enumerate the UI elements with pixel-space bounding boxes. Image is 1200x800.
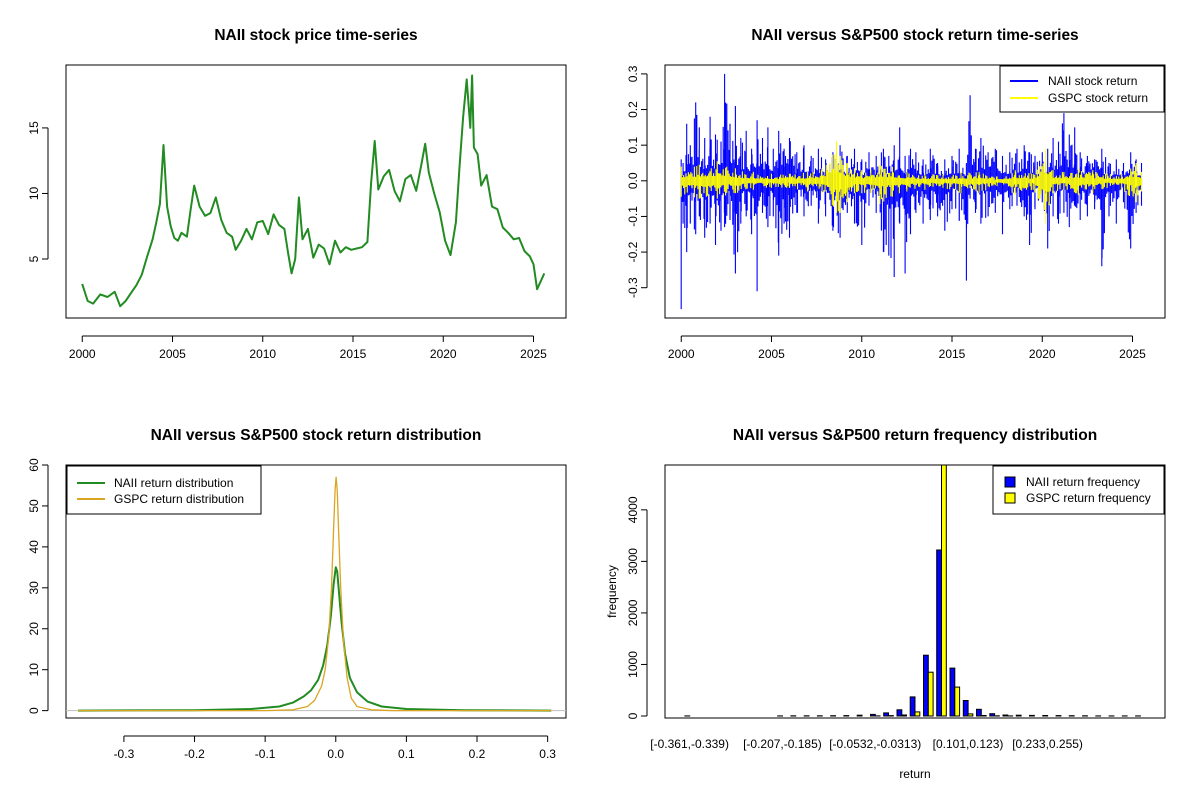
legend-box	[999, 65, 1165, 113]
price-line	[81, 74, 546, 308]
x-category-label: [-0.207,-0.185)	[743, 737, 822, 751]
chart-title: NAII stock price time-series	[214, 27, 417, 44]
x-tick-label: 2025	[520, 347, 547, 361]
naii-density-line	[77, 566, 552, 712]
y-tick-label: 50	[27, 499, 41, 513]
x-tick-label: 2010	[249, 347, 276, 361]
naii-bar	[1042, 715, 1049, 717]
y-tick-label: -0.2	[626, 241, 640, 262]
naii-bar	[962, 700, 969, 717]
gspc-bar	[901, 714, 908, 717]
legend-box	[66, 465, 262, 515]
legend-swatch	[1004, 476, 1016, 488]
gspc-bar	[967, 713, 974, 717]
y-tick-label: 30	[27, 581, 41, 595]
naii-bar	[923, 654, 929, 717]
x-tick-label: 2005	[758, 347, 785, 361]
x-tick-label: -0.3	[114, 747, 135, 761]
plot-frame	[664, 64, 1166, 319]
gspc-bar	[914, 711, 921, 717]
naii-bar	[870, 713, 876, 717]
x-tick-label: 2010	[848, 347, 875, 361]
naii-bar	[936, 549, 943, 717]
naii-bar	[1029, 714, 1035, 717]
gspc-density-line	[78, 476, 552, 712]
x-tick-label: 2025	[1119, 347, 1146, 361]
naii-bar	[909, 696, 916, 717]
y-tick-label: 0.2	[626, 101, 640, 118]
gspc-return-series-path	[680, 141, 1143, 224]
legend-label: NAII stock return	[1048, 74, 1137, 88]
x-tick-label: 0.1	[398, 747, 415, 761]
y-axis-title: frequency	[605, 565, 619, 618]
x-tick-label: 2000	[668, 347, 695, 361]
x-tick-label: -0.2	[184, 747, 205, 761]
y-tick-label: 10	[27, 186, 41, 200]
naii-bar	[1015, 714, 1022, 717]
x-category-label: [-0.0532,-0.0313)	[829, 737, 921, 751]
chart-title: NAII versus S&P500 stock return distribu…	[151, 427, 482, 444]
y-tick-label: 2000	[626, 599, 640, 626]
x-axis-title: return	[899, 767, 930, 781]
x-category-label: [0.101,0.123)	[933, 737, 1004, 751]
y-tick-label: 20	[27, 622, 41, 636]
x-tick-label: 0.0	[327, 747, 344, 761]
y-tick-label: 0	[27, 707, 41, 714]
plot-frame	[65, 64, 567, 319]
x-tick-label: 2015	[939, 347, 966, 361]
y-tick-label: 40	[27, 540, 41, 554]
naii-bar	[976, 708, 982, 717]
legend-label: GSPC return distribution	[114, 492, 244, 506]
gspc-return-series	[680, 141, 1143, 224]
x-tick-label: 2020	[430, 347, 457, 361]
legend-label: NAII return frequency	[1026, 475, 1140, 489]
x-category-label: [0.233,0.255)	[1012, 737, 1083, 751]
legend-box	[992, 465, 1165, 515]
plot-frame	[65, 464, 567, 719]
y-tick-label: 60	[27, 458, 41, 472]
y-tick-label: -0.3	[626, 277, 640, 298]
legend-label: GSPC stock return	[1048, 91, 1148, 105]
x-tick-label: 0.3	[539, 747, 556, 761]
chart-title: NAII versus S&P500 stock return time-ser…	[751, 27, 1078, 44]
y-tick-label: 0	[626, 712, 640, 719]
legend-label: GSPC return frequency	[1026, 491, 1151, 505]
legend-swatch	[1004, 492, 1016, 504]
y-tick-label: 10	[27, 663, 41, 677]
naii-bar	[856, 714, 863, 717]
y-tick-label: -0.1	[626, 206, 640, 227]
y-tick-label: 4000	[626, 496, 640, 523]
x-category-label: [-0.361,-0.339)	[650, 737, 729, 751]
plot-frame	[664, 464, 1166, 719]
x-tick-label: 2000	[69, 347, 96, 361]
naii-bar	[949, 667, 956, 717]
x-tick-label: 2020	[1029, 347, 1056, 361]
y-tick-label: 1000	[626, 651, 640, 678]
chart-title: NAII versus S&P500 return frequency dist…	[733, 427, 1097, 444]
legend-label: NAII return distribution	[114, 476, 233, 490]
gspc-bar	[980, 715, 987, 717]
gspc-bar	[954, 686, 961, 717]
naii-bar	[883, 712, 890, 717]
naii-bar	[896, 709, 903, 717]
x-tick-label: 0.2	[469, 747, 486, 761]
y-tick-label: 0.1	[626, 137, 640, 154]
x-tick-label: -0.1	[255, 747, 276, 761]
naii-bar	[989, 713, 996, 717]
y-tick-label: 15	[27, 121, 41, 135]
y-tick-label: 0.0	[626, 172, 640, 189]
y-tick-label: 0.3	[626, 65, 640, 82]
x-tick-label: 2005	[159, 347, 186, 361]
y-tick-label: 3000	[626, 548, 640, 575]
y-tick-label: 5	[27, 255, 41, 262]
gspc-bar	[927, 671, 934, 717]
gspc-bar	[941, 464, 947, 717]
naii-bar	[1002, 714, 1009, 717]
x-tick-label: 2015	[340, 347, 367, 361]
